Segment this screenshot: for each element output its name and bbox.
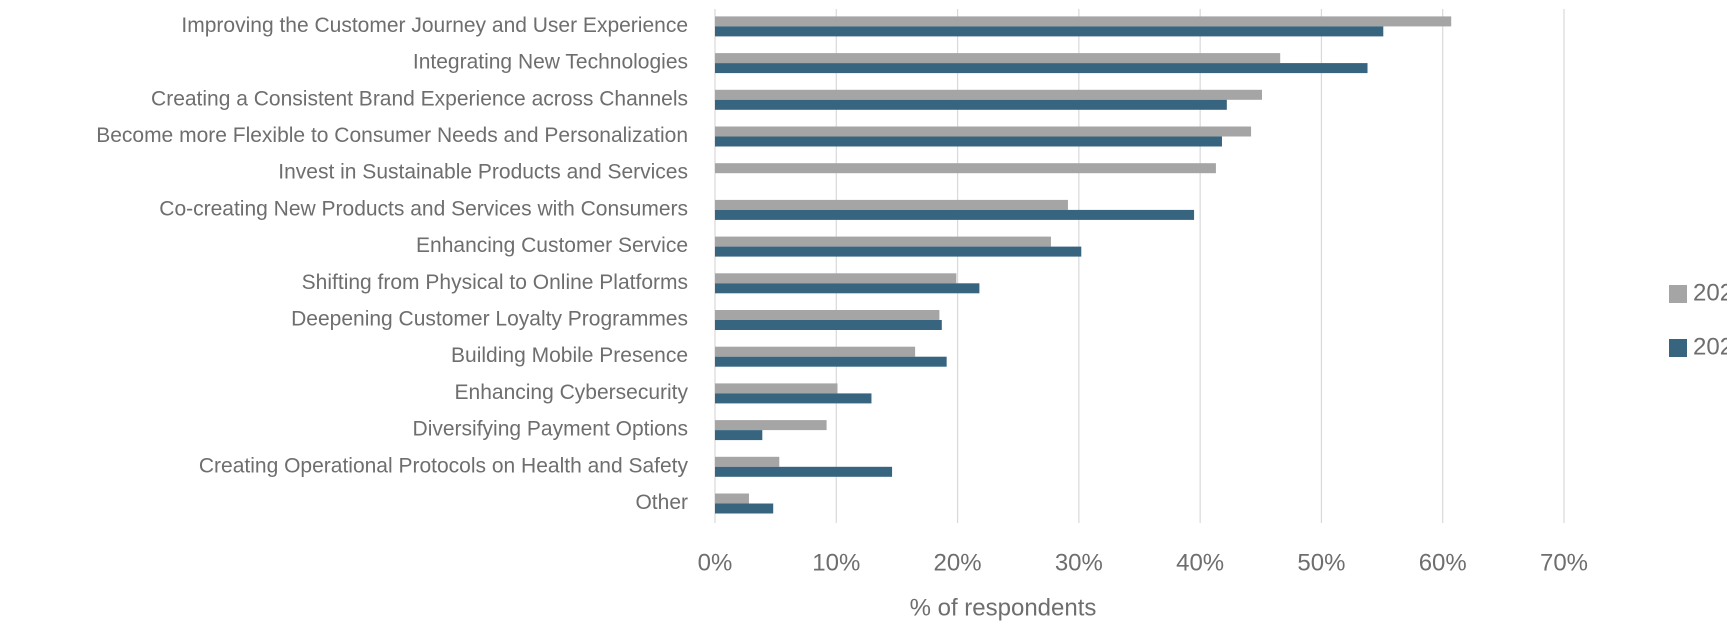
y-tick-label: Improving the Customer Journey and User … — [181, 14, 688, 37]
bar — [715, 53, 1281, 64]
x-tick-label: 70% — [1540, 549, 1588, 576]
bar — [715, 430, 763, 441]
bar — [715, 420, 827, 431]
y-tick-label: Creating a Consistent Brand Experience a… — [151, 87, 688, 110]
bar — [715, 136, 1222, 147]
x-tick-label: 50% — [1297, 549, 1345, 576]
bar — [715, 126, 1252, 137]
bar — [715, 393, 872, 404]
y-tick-label: Creating Operational Protocols on Health… — [199, 454, 689, 477]
y-tick-label: Integrating New Technologies — [413, 51, 688, 74]
x-tick-label: 0% — [698, 549, 733, 576]
x-tick-label: 30% — [1055, 549, 1103, 576]
bar — [715, 320, 942, 330]
bar — [715, 199, 1068, 210]
x-tick-label: 40% — [1176, 549, 1224, 576]
y-tick-label: Building Mobile Presence — [451, 344, 688, 367]
bar — [715, 493, 749, 504]
y-tick-label: Co-creating New Products and Services wi… — [159, 197, 688, 220]
bar — [715, 26, 1384, 37]
bar — [715, 273, 957, 284]
bar — [715, 246, 1082, 257]
bar — [715, 456, 780, 467]
bar — [715, 63, 1368, 74]
y-tick-label: Become more Flexible to Consumer Needs a… — [96, 124, 688, 147]
y-tick-label: Invest in Sustainable Products and Servi… — [278, 161, 688, 184]
y-tick-label: Deepening Customer Loyalty Programmes — [291, 308, 688, 331]
bar — [715, 466, 893, 477]
x-tick-label: 20% — [934, 549, 982, 576]
bar — [715, 163, 1216, 174]
legend-swatch — [1669, 285, 1687, 303]
y-tick-label: Enhancing Customer Service — [416, 234, 688, 257]
legend-label: 2021 — [1693, 333, 1727, 360]
y-tick-label: Diversifying Payment Options — [413, 418, 688, 441]
bar — [715, 383, 838, 394]
bar — [715, 209, 1195, 220]
x-axis-title: % of respondents — [910, 594, 1097, 621]
bar — [715, 283, 980, 294]
bar — [715, 356, 947, 367]
bar — [715, 16, 1452, 27]
y-tick-label: Shifting from Physical to Online Platfor… — [302, 271, 688, 294]
bar — [715, 310, 940, 320]
bar — [715, 346, 916, 357]
bar — [715, 503, 774, 514]
y-tick-label: Enhancing Cybersecurity — [455, 381, 689, 404]
y-tick-label: Other — [635, 491, 688, 514]
x-tick-label: 10% — [812, 549, 860, 576]
bar — [715, 236, 1051, 247]
legend-swatch — [1669, 339, 1687, 357]
bar — [715, 89, 1262, 100]
bar — [715, 99, 1227, 110]
x-tick-label: 60% — [1419, 549, 1467, 576]
